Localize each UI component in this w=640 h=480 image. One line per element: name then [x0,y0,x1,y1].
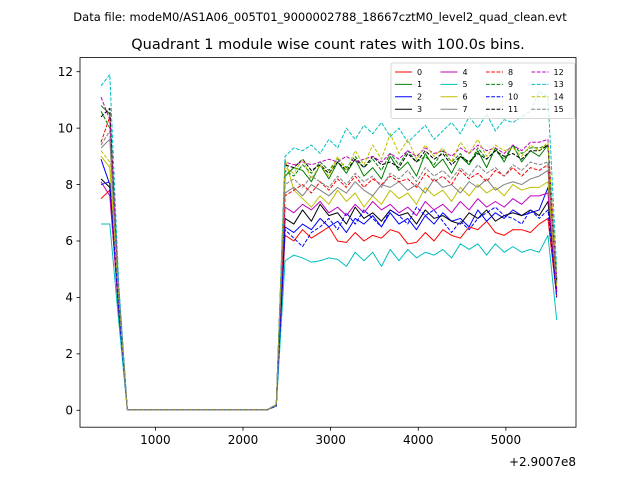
y-tick-label: 10 [58,121,73,135]
legend-label-12: 12 [554,68,564,77]
axes-frame [79,57,577,428]
legend-label-4: 4 [463,68,468,77]
plot-area [80,57,576,428]
legend-label-0: 0 [417,68,422,77]
legend-label-8: 8 [508,68,513,77]
y-tick-label: 0 [65,403,73,417]
x-tick-label: 2000 [228,433,259,447]
x-tick-label: 1000 [140,433,171,447]
legend-label-11: 11 [508,105,518,114]
x-tick-label: 3000 [315,433,346,447]
legend-label-5: 5 [463,80,468,89]
legend-frame [390,62,576,119]
legend-label-9: 9 [508,80,513,89]
y-tick-label: 4 [65,291,73,305]
legend-label-14: 14 [554,93,564,102]
legend-label-10: 10 [508,93,518,102]
y-tick-label: 12 [58,65,73,79]
series-line-12 [100,96,558,411]
legend-label-15: 15 [554,105,564,114]
legend-label-2: 2 [417,93,422,102]
x-offset-label: +2.9007e8 [509,455,576,469]
x-tick-label: 5000 [491,433,522,447]
x-tick-label: 4000 [403,433,434,447]
y-tick-label: 6 [65,234,73,248]
legend-label-13: 13 [554,80,564,89]
legend-label-7: 7 [463,105,468,114]
legend-label-1: 1 [417,80,422,89]
chart-title: Quadrant 1 module wise count rates with … [131,37,525,53]
y-tick-label: 2 [65,347,73,361]
legend-label-3: 3 [417,105,422,114]
series-line-14 [100,133,558,411]
y-tick-label: 8 [65,178,73,192]
chart-suptitle: Data file: modeM0/AS1A06_005T01_90000027… [73,10,567,24]
legend-label-6: 6 [463,93,468,102]
series-layer [100,74,558,411]
series-line-8 [100,116,558,411]
series-line-15 [100,130,558,411]
